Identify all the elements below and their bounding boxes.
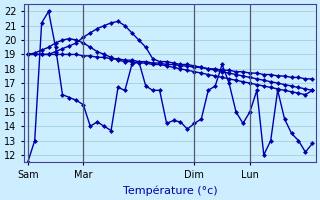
X-axis label: Température (°c): Température (°c) bbox=[123, 185, 217, 196]
